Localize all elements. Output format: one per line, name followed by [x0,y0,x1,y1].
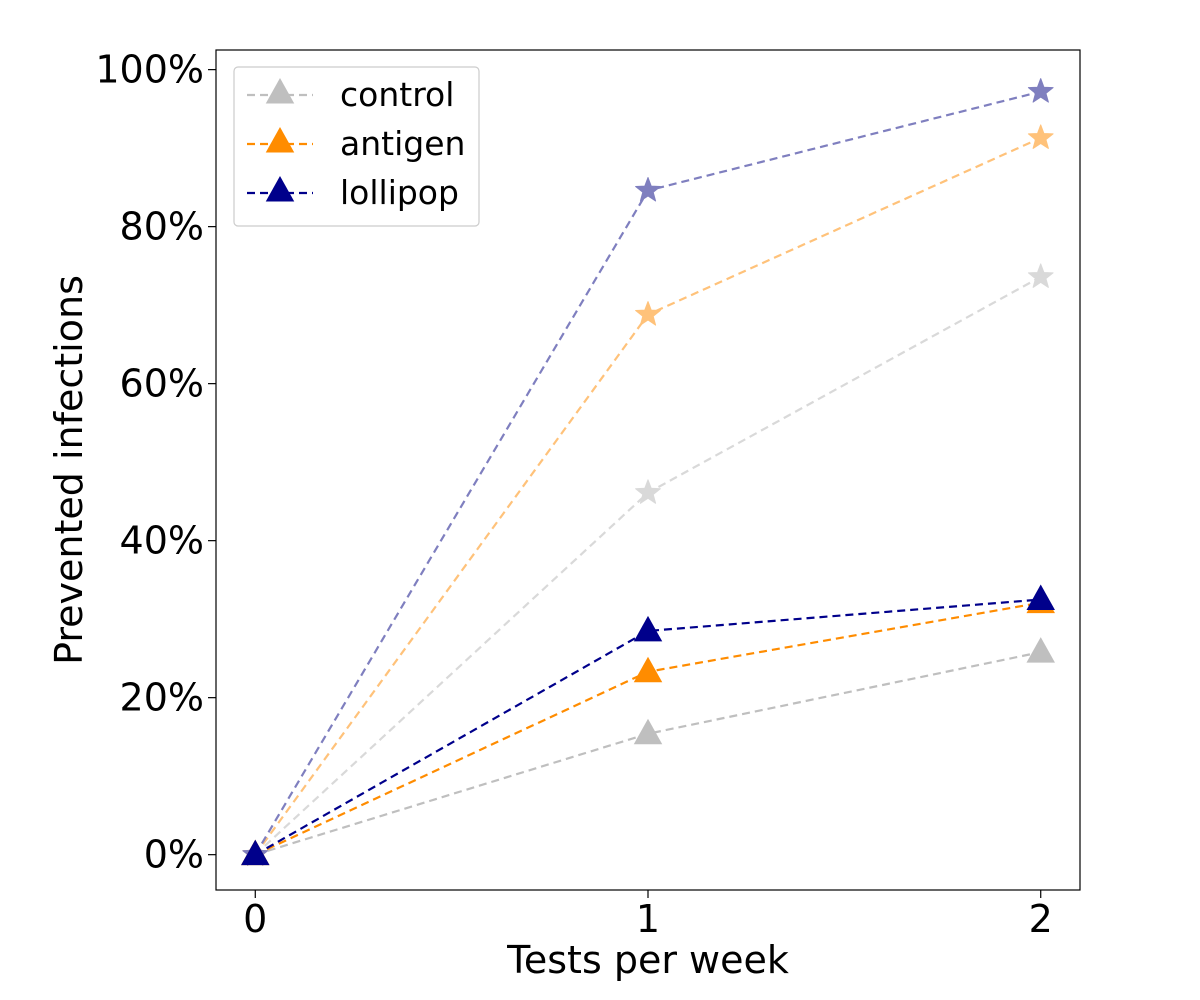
series-point-antigen-1 [633,656,663,683]
series-point-lollipop-0 [241,839,270,866]
star-series-line-0 [254,275,1042,856]
series-point-lollipop-1 [633,615,663,642]
y-tick-label: 20% [120,676,204,720]
star-point-1-1 [635,301,661,326]
y-tick-label: 40% [120,519,204,563]
series-line-lollipop [254,598,1041,856]
series-point-control-2 [1026,637,1055,663]
legend-marker-antigen [265,127,295,153]
legend-label-control: control [340,75,454,114]
star-point-0-1 [635,479,661,504]
series-point-control-1 [633,718,663,745]
y-tick-label: 100% [95,48,204,92]
legend: control antigen lollipop [233,66,480,227]
series-line-control [254,651,1041,856]
legend-box [233,66,480,227]
legend-marker-control [265,78,295,104]
x-tick-label: 0 [243,897,267,941]
series-point-lollipop-2 [1026,584,1055,611]
y-axis-label: Prevented infections [47,275,91,665]
star-point-1-2 [1027,124,1054,149]
x-axis-label: Tests per week [506,938,789,982]
y-tick-label: 60% [120,362,204,406]
legend-label-antigen: antigen [340,124,465,163]
markers-layer [241,78,1055,866]
star-point-0-2 [1027,263,1054,288]
star-point-2-1 [635,177,661,202]
star-point-2-2 [1027,78,1054,103]
y-tick-label: 0% [144,833,204,877]
x-tick-label: 2 [1029,897,1053,941]
y-tick-label: 80% [120,205,204,249]
ticks-layer: 0 1 20%20%40%60%80%100% [95,48,1052,941]
legend-label-lollipop: lollipop [340,173,459,212]
legend-marker-lollipop [265,176,295,202]
x-tick-label: 1 [636,897,660,941]
